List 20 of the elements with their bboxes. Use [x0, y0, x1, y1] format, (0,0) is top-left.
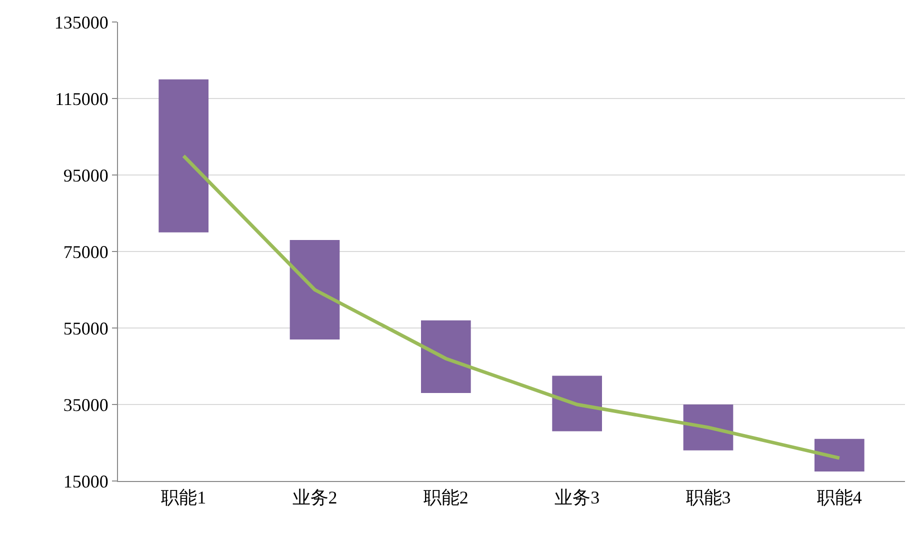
bar [814, 438, 864, 472]
x-tick-label: 业务2 [292, 488, 338, 508]
bar [421, 320, 471, 394]
y-tick-label: 75000 [63, 242, 108, 262]
bar [290, 240, 340, 340]
y-tick-label: 95000 [63, 165, 108, 186]
y-tick-label: 115000 [55, 88, 108, 109]
x-tick-label: 业务3 [554, 488, 600, 508]
bar [552, 376, 602, 432]
y-tick-label: 35000 [63, 394, 108, 415]
x-tick-label: 职能3 [686, 488, 731, 508]
y-tick-label: 135000 [54, 12, 108, 32]
line-series [182, 154, 842, 460]
bar [683, 404, 734, 450]
x-tick-label: 职能4 [816, 488, 862, 508]
y-tick-label: 15000 [63, 471, 108, 492]
y-tick-label: 55000 [63, 318, 108, 338]
bar [158, 79, 209, 232]
x-tick-label: 职能1 [161, 488, 206, 508]
x-tick-label: 职能2 [423, 488, 468, 508]
